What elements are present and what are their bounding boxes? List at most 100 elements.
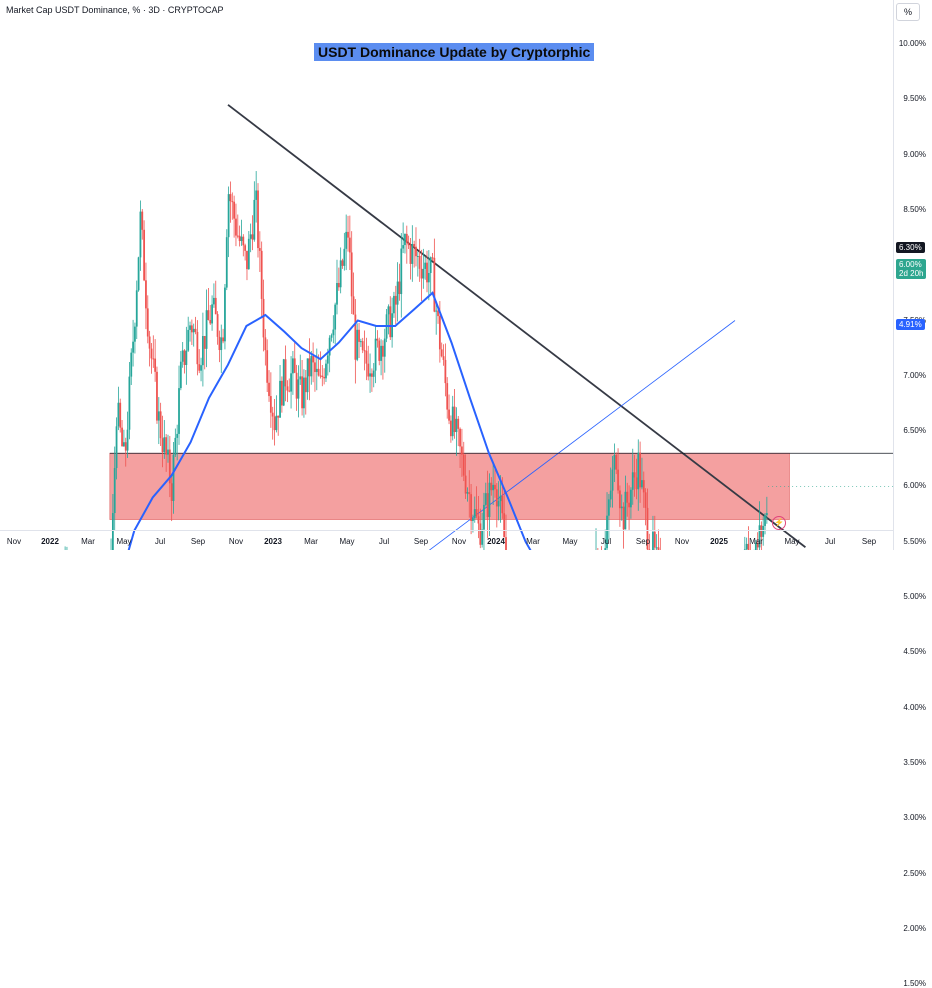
candle-body	[269, 396, 272, 413]
x-tick-label: Mar	[304, 537, 318, 546]
candle-body	[123, 442, 125, 447]
candle-body	[429, 257, 432, 274]
candle-body	[154, 358, 157, 372]
candle-body	[398, 281, 401, 295]
candle-body	[255, 190, 258, 200]
time-axis-separator	[0, 530, 893, 531]
candle-body	[143, 229, 146, 281]
rising-trendline	[428, 320, 736, 550]
y-tick-label: 2.00%	[903, 923, 926, 933]
candle-body	[251, 234, 254, 240]
candle-body	[745, 543, 748, 550]
candle-body	[622, 506, 625, 530]
lightning-icon[interactable]: ⚡	[772, 516, 786, 530]
candle-body	[222, 337, 224, 342]
candle-body	[760, 525, 763, 537]
candle-body	[404, 233, 406, 246]
candle-body	[148, 336, 151, 349]
candle-body	[462, 454, 465, 476]
candle-body	[200, 365, 202, 371]
candle-body	[501, 495, 504, 514]
candle-body	[290, 373, 292, 392]
candle-body	[168, 449, 171, 484]
candle-body	[424, 262, 427, 269]
candle-body	[607, 499, 610, 516]
candle-body	[150, 348, 153, 359]
candle-body	[343, 248, 346, 266]
candle-body	[190, 325, 193, 333]
candle-body	[284, 359, 287, 387]
candle-body	[642, 480, 645, 493]
scale-mode-button[interactable]: %	[896, 3, 920, 21]
candle-body	[238, 235, 241, 242]
candle-body	[323, 376, 326, 379]
candle-body	[762, 525, 765, 537]
candle-body	[336, 282, 338, 305]
candle-body	[644, 492, 647, 508]
candle-body	[303, 377, 305, 409]
candle-body	[301, 376, 303, 409]
candle-body	[321, 375, 324, 377]
candle-body	[409, 245, 412, 264]
candle-body	[115, 426, 118, 469]
candle-body	[161, 438, 164, 453]
candle-body	[468, 492, 471, 495]
candle-body	[253, 199, 256, 240]
candle-body	[117, 402, 120, 427]
moving-average-line	[127, 291, 532, 550]
x-tick-label: 2023	[264, 537, 282, 546]
candle-body	[345, 231, 348, 249]
candle-body	[354, 314, 357, 360]
candle-body	[442, 356, 445, 360]
price-chart[interactable]	[0, 0, 932, 550]
candle-body	[361, 341, 364, 351]
candle-body	[405, 233, 408, 243]
candle-body	[359, 341, 362, 343]
candle-body	[477, 516, 480, 524]
y-tick-label: 5.50%	[903, 536, 926, 546]
candle-body	[128, 376, 131, 430]
candle-body	[240, 236, 243, 242]
moving-average-layer	[127, 291, 532, 550]
candle-body	[328, 337, 331, 356]
y-tick-label: 3.00%	[903, 813, 926, 823]
candle-body	[407, 242, 410, 246]
candle-body	[218, 336, 221, 351]
zones-layer	[109, 452, 790, 520]
candle-body	[446, 383, 449, 410]
candle-body	[247, 238, 250, 270]
x-tick-label: Jul	[154, 537, 166, 546]
candle-body	[374, 338, 377, 371]
candle-body	[490, 482, 493, 491]
candle-body	[207, 310, 210, 320]
x-tick-label: Sep	[861, 537, 877, 546]
candle-body	[372, 370, 375, 377]
candle-body	[132, 341, 134, 353]
candle-body	[170, 483, 173, 501]
candle-body	[279, 380, 281, 418]
candle-body	[350, 252, 353, 297]
candle-body	[326, 355, 329, 364]
candle-body	[325, 363, 327, 379]
candle-body	[475, 509, 478, 517]
candle-body	[604, 548, 607, 550]
y-tick-label: 1.50%	[903, 979, 926, 988]
resistance-price-tag: 6.30%	[896, 242, 925, 253]
candle-body	[205, 310, 208, 349]
candle-body	[330, 335, 333, 338]
candle-body	[214, 297, 217, 315]
x-tick-label: 2025	[710, 537, 728, 546]
candle-body	[334, 304, 337, 330]
candle-body	[369, 373, 371, 377]
candle-body	[637, 452, 640, 490]
candle-body	[613, 455, 616, 470]
candle-body	[370, 373, 373, 377]
candle-body	[427, 273, 430, 283]
candle-body	[314, 362, 316, 373]
candle-body	[157, 411, 160, 421]
candle-body	[473, 509, 476, 519]
candle-body	[231, 201, 234, 203]
symbol-title[interactable]: Market Cap USDT Dominance, % · 3D · CRYP…	[6, 5, 224, 15]
candle-body	[113, 468, 116, 514]
candle-body	[631, 472, 634, 490]
